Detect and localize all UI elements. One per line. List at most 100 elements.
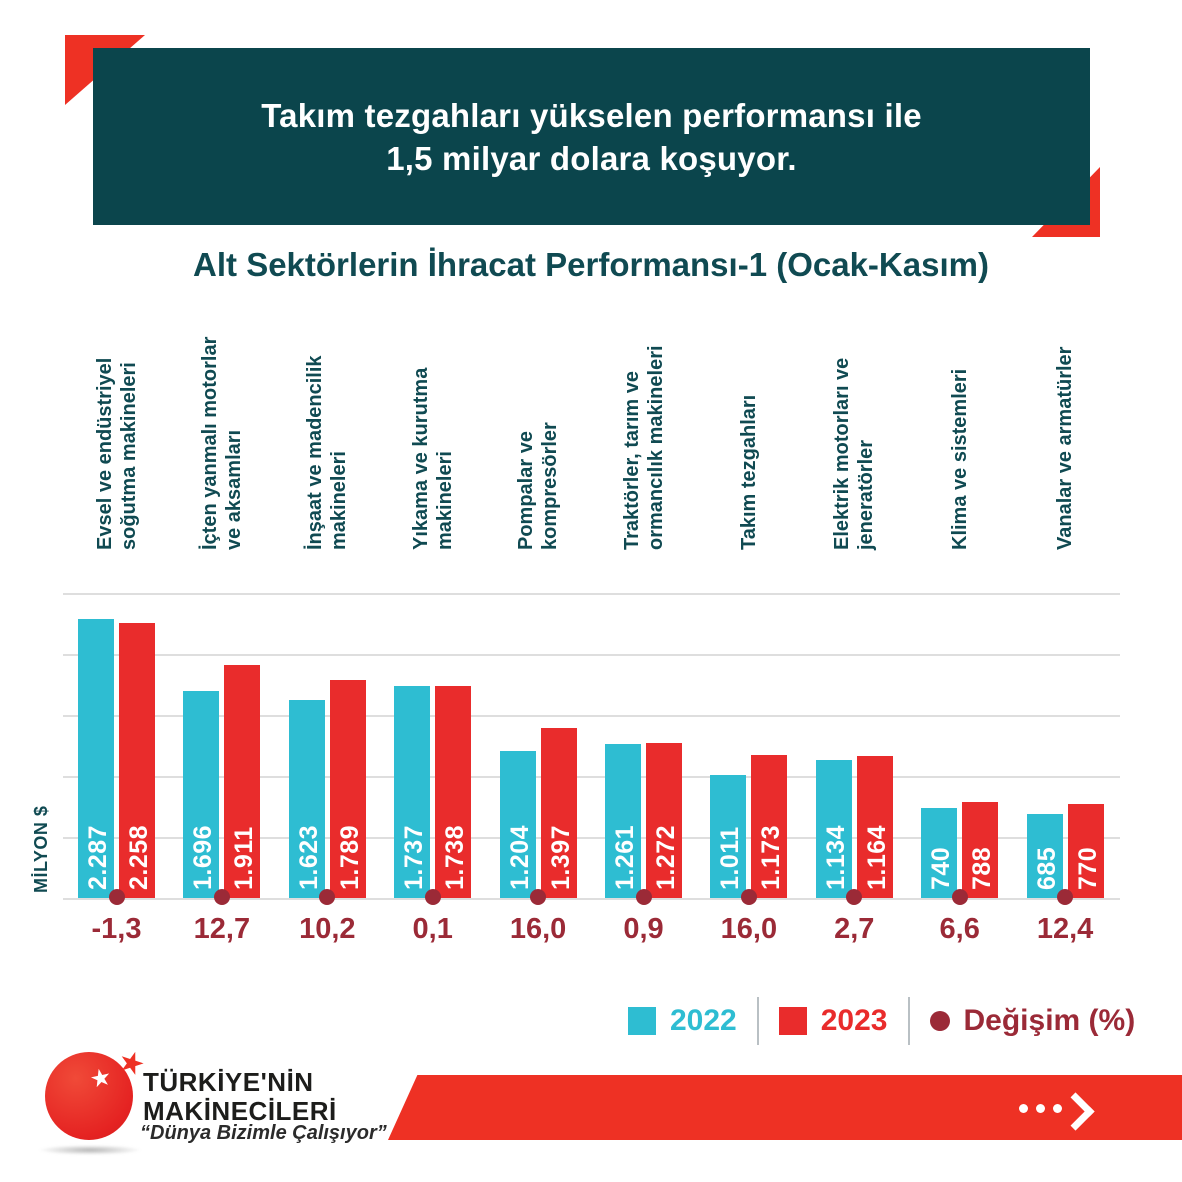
bar-value-2022-1: 2.287 (84, 824, 112, 890)
bar-2023-8 (856, 756, 893, 898)
brand-name-line1: TÜRKİYE'NİN (143, 1067, 314, 1097)
change-dot-3 (319, 889, 336, 905)
legend-swatch-2023 (778, 1007, 807, 1035)
bottom-red-banner (388, 1075, 1182, 1140)
ellipsis-dot-icon (1036, 1104, 1045, 1113)
bar-2023-9 (962, 801, 999, 898)
change-dot-4 (424, 889, 441, 905)
bar-2022-5 (499, 751, 536, 898)
change-dot-8 (846, 889, 863, 905)
category-label-5: Pompalar ve kompresörler (515, 422, 562, 550)
category-label-3: İnşaat ve madencilik makineleri (304, 355, 351, 550)
bar-value-2022-3: 1.623 (294, 824, 323, 890)
bar-value-2023-8: 1.164 (862, 824, 891, 890)
header-banner: Takım tezgahları yükselen performansı il… (93, 48, 1090, 225)
change-dot-5 (530, 889, 547, 905)
bar-value-2023-6: 1.272 (652, 824, 680, 890)
bar-2023-1 (119, 622, 155, 898)
bar-value-2023-1: 2.258 (125, 824, 153, 890)
bar-value-2023-7: 1.173 (757, 824, 786, 890)
bar-value-2023-10: 770 (1073, 846, 1102, 890)
change-value-2: 12,7 (193, 913, 251, 945)
bar-2022-7 (710, 774, 747, 898)
category-label-9: Klima ve sistemleri (948, 368, 971, 550)
header-title-line1: Takım tezgahları yükselen performansı il… (261, 96, 922, 134)
bar-2022-10 (1026, 814, 1063, 898)
category-label-10: Vanalar ve armatürler (1054, 346, 1077, 550)
gridline-1000 (63, 776, 1120, 778)
category-label-6: Traktörler, tarım ve ormancılık makineler… (620, 345, 667, 550)
bar-2023-3 (329, 679, 366, 898)
legend-label-2022: 2022 (670, 1004, 737, 1037)
category-label-2: İçten yanmalı motorlar ve aksamları (198, 336, 245, 550)
bar-2023-4 (435, 686, 472, 898)
change-dot-10 (1057, 889, 1074, 905)
ellipsis-dot-icon (1053, 1104, 1062, 1113)
bar-value-2022-6: 1.261 (611, 824, 639, 890)
bar-2022-2 (183, 691, 220, 898)
legend-change-dot-icon (929, 1011, 950, 1031)
change-value-4: 0,1 (412, 913, 453, 945)
bar-2022-4 (394, 686, 431, 898)
change-value-3: 10,2 (299, 913, 356, 945)
bar-value-2022-7: 1.011 (716, 826, 745, 890)
brand-slogan: “Dünya Bizimle Çalışıyor” (140, 1122, 387, 1144)
bar-value-2023-9: 788 (968, 846, 997, 890)
gridline-0 (63, 898, 1120, 900)
legend-divider (756, 997, 759, 1045)
bar-2022-6 (605, 744, 641, 898)
bar-value-2022-10: 685 (1032, 846, 1061, 890)
chart-title: Alt Sektörlerin İhracat Performansı-1 (O… (193, 246, 989, 283)
change-value-9: 6,6 (939, 913, 980, 945)
bar-2022-1 (78, 619, 114, 898)
bar-value-2022-4: 1.737 (400, 824, 429, 890)
bar-2022-3 (288, 700, 325, 898)
category-label-8: Elektrik motorları ve jeneratörler (831, 357, 878, 550)
bar-2022-8 (815, 759, 852, 898)
brand-name: TÜRKİYE'NİN MAKİNECİLERİ (143, 1068, 337, 1126)
bar-value-2023-5: 1.397 (546, 824, 575, 890)
category-label-4: Yıkama ve kurutma makineleri (409, 367, 456, 550)
bar-2023-2 (224, 664, 261, 898)
change-value-7: 16,0 (720, 913, 778, 945)
gridline-1500 (63, 715, 1120, 717)
bar-2023-10 (1067, 804, 1104, 898)
change-dot-6 (635, 889, 652, 905)
bar-value-2022-5: 1.204 (505, 824, 534, 890)
brand-logo-circle (45, 1052, 133, 1140)
legend-swatch-2022 (628, 1007, 656, 1035)
chart-legend: 2022 2023 Değişim (%) (628, 996, 1135, 1046)
category-label-1: Evsel ve endüstriyel soğutma makineleri (93, 357, 140, 550)
change-value-1: -1,3 (91, 913, 142, 945)
change-dot-2 (213, 889, 230, 905)
category-label-7: Takım tezgahları (737, 394, 760, 550)
bar-2023-5 (540, 727, 577, 898)
legend-label-2023: 2023 (820, 1004, 888, 1037)
header-title-line2: 1,5 milyar dolara koşuyor. (386, 139, 797, 177)
bar-2023-7 (751, 754, 788, 898)
change-value-5: 16,0 (509, 913, 567, 945)
legend-label-change: Değişim (%) (963, 1004, 1136, 1037)
bar-2023-6 (646, 742, 682, 898)
change-dot-7 (740, 889, 757, 905)
change-value-6: 0,9 (623, 913, 664, 945)
change-dot-1 (108, 889, 125, 905)
brand-name-line2: MAKİNECİLERİ (143, 1096, 337, 1126)
bar-2022-9 (921, 807, 958, 898)
change-value-8: 2,7 (834, 913, 875, 945)
bar-value-2022-2: 1.696 (189, 824, 218, 890)
legend-divider (907, 997, 910, 1045)
bar-value-2022-9: 740 (927, 846, 956, 890)
bar-value-2022-8: 1.134 (821, 824, 850, 890)
bar-value-2023-2: 1.911 (230, 826, 259, 890)
change-value-10: 12,4 (1036, 913, 1094, 945)
bar-value-2023-4: 1.738 (441, 824, 470, 890)
gridline-500 (63, 837, 1120, 839)
gridline-2500 (63, 593, 1120, 595)
logo-shadow (38, 1145, 142, 1155)
y-axis-label: MİLYON $ (31, 805, 51, 893)
ellipsis-dot-icon (1019, 1104, 1028, 1113)
change-dot-9 (951, 889, 968, 905)
bar-value-2023-3: 1.789 (335, 824, 364, 890)
